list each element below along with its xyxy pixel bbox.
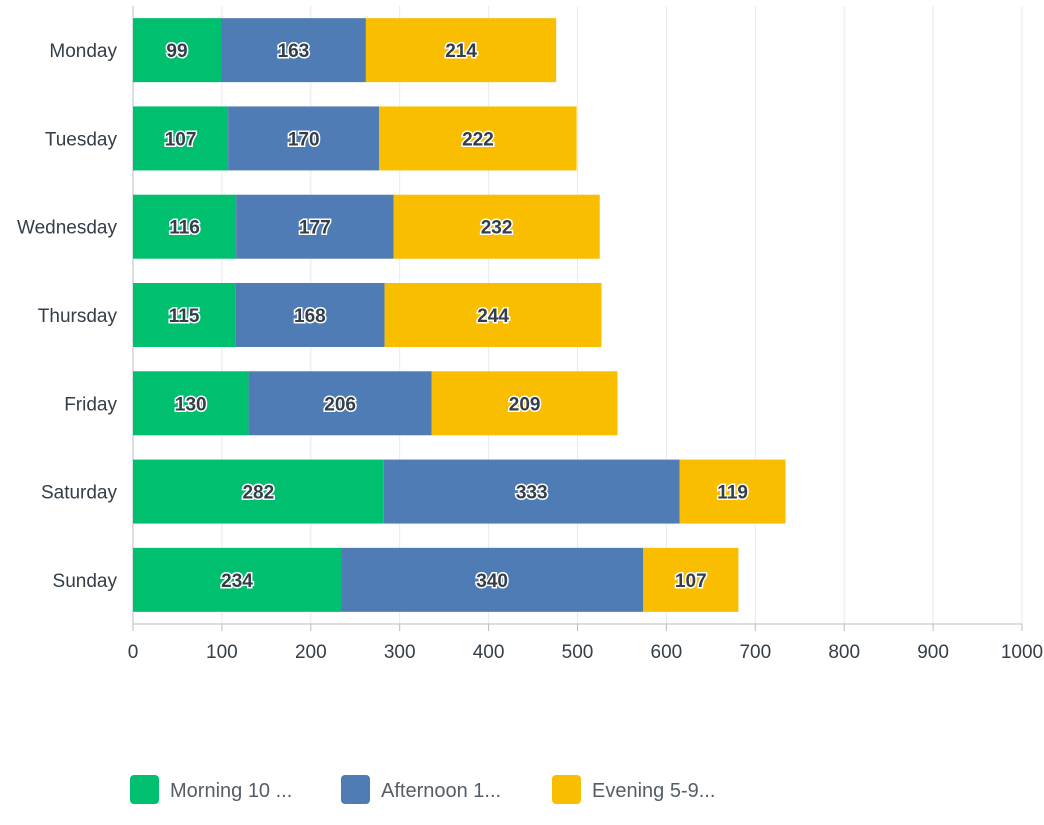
- x-tick-label: 300: [384, 642, 416, 663]
- category-label: Thursday: [38, 306, 118, 327]
- data-label: 234: [221, 571, 253, 592]
- bar-segment: [133, 459, 384, 524]
- data-label: 99: [166, 41, 187, 62]
- data-label: 209: [509, 394, 541, 415]
- data-label: 333: [516, 483, 548, 504]
- bar-segment: [384, 283, 602, 347]
- data-label: 115: [169, 306, 200, 327]
- bar-segment: [228, 106, 380, 171]
- bar-segment: [383, 459, 680, 524]
- x-tick-label: 900: [917, 642, 949, 663]
- category-label: Saturday: [41, 483, 118, 504]
- category-label: Sunday: [53, 571, 118, 592]
- data-label: 340: [476, 571, 508, 592]
- legend-swatch: [552, 775, 581, 804]
- data-label: 177: [299, 218, 331, 239]
- bar-segment: [679, 459, 786, 524]
- data-label: 168: [294, 306, 326, 327]
- legend-label: Afternoon 1...: [381, 780, 501, 802]
- x-tick-label: 1000: [1001, 642, 1043, 663]
- legend-label: Morning 10 ...: [170, 780, 292, 802]
- data-label: 170: [288, 129, 320, 150]
- x-tick-label: 0: [128, 642, 139, 663]
- category-label: Tuesday: [45, 129, 118, 150]
- bar-segment: [133, 194, 237, 259]
- data-label: 163: [278, 41, 310, 62]
- legend-swatch: [341, 775, 370, 804]
- data-label: 107: [165, 129, 197, 150]
- bar-segment: [133, 106, 229, 171]
- x-tick-label: 100: [206, 642, 238, 663]
- bar-segment: [393, 194, 600, 259]
- legend-label: Evening 5-9...: [592, 780, 715, 802]
- x-tick-label: 200: [295, 642, 327, 663]
- category-label: Wednesday: [17, 218, 117, 239]
- bar-segment: [133, 371, 249, 436]
- bar-segment: [341, 547, 644, 612]
- data-label: 130: [175, 394, 207, 415]
- bar-segment: [236, 194, 394, 259]
- category-label: Friday: [64, 394, 117, 415]
- x-tick-label: 700: [739, 642, 771, 663]
- x-tick-label: 500: [562, 642, 594, 663]
- data-label: 244: [477, 306, 509, 327]
- x-tick-label: 600: [651, 642, 683, 663]
- bar-segment: [643, 547, 739, 612]
- bar-segment: [133, 547, 342, 612]
- bar-segment: [431, 371, 618, 436]
- data-label: 214: [445, 41, 477, 62]
- bar-segment: [379, 106, 577, 171]
- data-label: 282: [242, 483, 274, 504]
- data-label: 232: [481, 218, 513, 239]
- data-label: 116: [169, 218, 200, 239]
- x-tick-label: 800: [828, 642, 860, 663]
- bar-segment: [133, 283, 236, 347]
- bar-segment: [221, 18, 366, 83]
- data-label: 107: [675, 571, 707, 592]
- bar-segment: [235, 283, 385, 347]
- legend-swatch: [130, 775, 159, 804]
- data-label: 206: [324, 394, 356, 415]
- data-label: 119: [717, 483, 748, 504]
- bar-segment: [133, 18, 222, 83]
- bar-segment: [365, 18, 557, 83]
- bar-segment: [248, 371, 432, 436]
- data-label: 222: [462, 129, 494, 150]
- x-tick-label: 400: [473, 642, 505, 663]
- category-label: Monday: [49, 41, 117, 62]
